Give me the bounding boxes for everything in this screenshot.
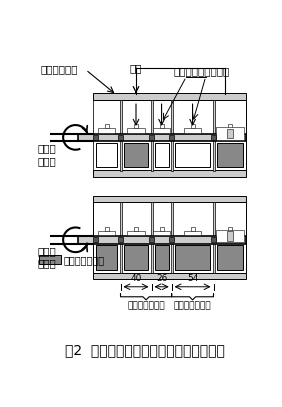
Text: 駆動軸
正転時: 駆動軸 正転時 [38,144,56,166]
Bar [134,124,138,128]
Bar [228,124,232,128]
Bar [169,238,174,242]
Bar [221,128,238,133]
Text: 直結: 直結 [130,63,142,73]
Bar [127,230,144,235]
Bar [124,245,148,270]
Bar [118,135,123,140]
Bar [184,128,201,133]
Bar [217,245,243,270]
Bar [221,230,238,235]
Bar [134,227,138,230]
Bar [160,227,164,230]
Bar [127,128,144,133]
Text: 図2  繰出部の概略構造と正逆転時の動作: 図2 繰出部の概略構造と正逆転時の動作 [65,343,224,357]
Bar [191,124,195,128]
Bar [171,100,173,171]
Bar [78,133,246,141]
Bar [171,202,173,273]
Bar [213,100,215,171]
Bar [216,230,244,242]
Text: 駆動軸
逆転時: 駆動軸 逆転時 [38,246,56,268]
Bar [96,143,117,167]
Bar [98,128,115,133]
Bar [93,94,246,100]
Bar [120,100,122,171]
Bar [211,238,216,242]
Bar [160,124,164,128]
Bar [124,143,148,167]
Bar [213,202,215,273]
Bar [227,129,233,138]
Bar [155,245,169,270]
Text: ワンウェイクラッチ: ワンウェイクラッチ [173,66,230,76]
Bar [151,202,153,273]
Bar [217,143,243,167]
Bar [175,143,210,167]
Bar [96,245,117,270]
Bar [153,230,170,235]
Bar [105,227,109,230]
Bar [93,135,98,140]
Bar [149,135,154,140]
Bar [93,171,246,177]
Bar [169,135,174,140]
Bar [216,127,244,140]
Bar [93,100,120,171]
Bar [228,227,232,230]
Bar [191,227,195,230]
Bar [93,238,98,242]
Bar [151,100,153,171]
Bar [155,143,169,167]
Text: ロール駆動軸: ロール駆動軸 [41,64,78,74]
Text: 肥料繰出ロール: 肥料繰出ロール [127,302,165,311]
Bar [211,135,216,140]
Bar [149,238,154,242]
Bar [93,273,246,279]
Text: 40: 40 [130,274,142,283]
Text: 54: 54 [187,274,198,283]
Text: 26: 26 [156,274,167,283]
Bar [105,124,109,128]
Bar [93,196,246,202]
Bar [93,100,246,171]
Bar [118,238,123,242]
Bar [227,231,233,241]
Bar [184,230,201,235]
Bar [153,128,170,133]
Bar [93,202,246,273]
Text: 回転中のロール: 回転中のロール [64,255,105,265]
Bar [98,230,115,235]
Bar [78,236,246,244]
Bar [120,202,122,273]
Text: 粒剤繰出ロール: 粒剤繰出ロール [174,302,212,311]
Bar [39,255,61,265]
Bar [175,245,210,270]
